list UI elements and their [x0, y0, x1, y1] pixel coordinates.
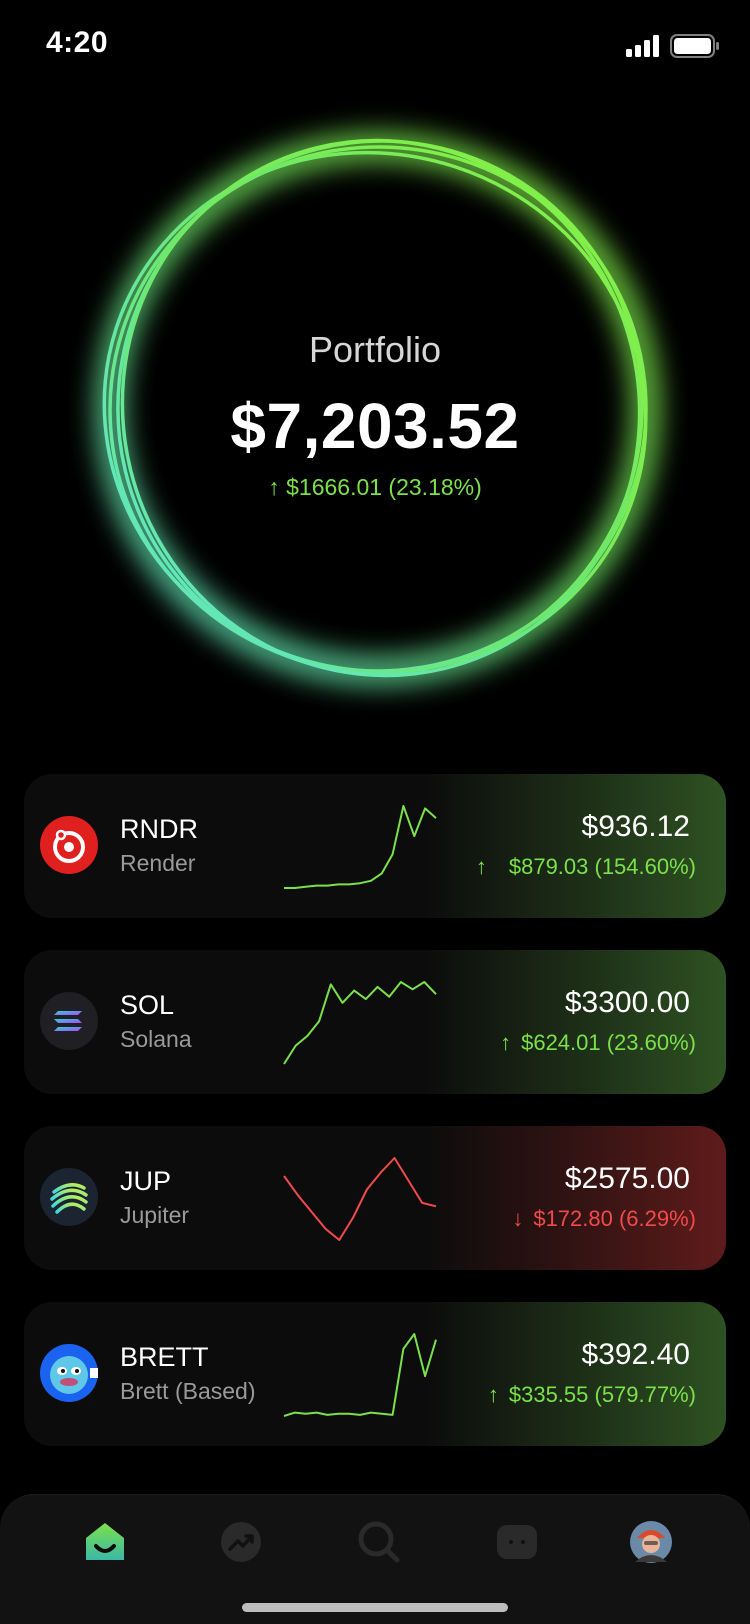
asset-change-value: $624.01 (23.60%) [521, 1030, 696, 1055]
sparkline-path [283, 981, 437, 1065]
status-bar: 4:20 [0, 0, 750, 92]
asset-change: ↑ $335.55 (579.77%) [488, 1382, 696, 1408]
asset-symbol: JUP [120, 1166, 172, 1196]
brett-logo-icon [40, 1344, 98, 1402]
asset-sparkline [283, 1333, 437, 1417]
asset-change: ↑ $624.01 (23.60%) [500, 1030, 696, 1056]
arrow-down-icon: ↓ [512, 1206, 524, 1231]
asset-price: $3300.00 [564, 986, 690, 1019]
tab-bar [0, 1494, 750, 1624]
asset-name: Brett (Based) [120, 1378, 256, 1404]
portfolio-change: ↑ $1666.01 (23.18%) [35, 474, 715, 501]
search-icon [358, 1521, 400, 1563]
asset-symbol: RNDR [120, 814, 198, 844]
home-indicator [242, 1603, 508, 1612]
asset-name: Render [120, 850, 196, 876]
tab-messages[interactable] [490, 1515, 544, 1569]
asset-symbol: SOL [120, 990, 175, 1020]
asset-card-rndr[interactable]: RNDR Render $936.12 ↑ $879.03 (154.60%) [24, 774, 726, 918]
tab-profile[interactable] [624, 1515, 678, 1569]
avatar-icon [630, 1521, 672, 1563]
asset-sparkline [283, 1157, 437, 1241]
battery-icon [670, 34, 719, 58]
asset-sparkline [283, 981, 437, 1065]
sparkline-path [284, 805, 437, 889]
trending-icon [221, 1522, 261, 1562]
arrow-up-icon: ↑ [500, 1030, 512, 1055]
arrow-up-icon: ↑ [487, 1382, 499, 1407]
asset-sparkline [284, 805, 437, 889]
arrow-up-icon: ↑ [475, 854, 487, 879]
asset-change-value: $172.80 (6.29%) [533, 1206, 696, 1231]
tab-search[interactable] [352, 1515, 406, 1569]
sparkline-path [283, 1333, 437, 1417]
asset-price: $936.12 [581, 810, 690, 843]
tab-trending[interactable] [214, 1515, 268, 1569]
chat-icon [497, 1525, 537, 1559]
portfolio-ring [97, 134, 659, 684]
asset-name: Jupiter [120, 1202, 190, 1228]
asset-price: $392.40 [581, 1338, 690, 1371]
tab-home[interactable] [78, 1515, 132, 1569]
solana-logo-icon [40, 992, 98, 1050]
asset-card-brett[interactable]: BRETT Brett (Based) $392.40 ↑ $335.55 (57… [24, 1302, 726, 1446]
asset-card-jup[interactable]: JUP Jupiter $2575.00 ↓ $172.80 (6.29%) [24, 1126, 726, 1270]
asset-card-sol[interactable]: SOL Solana $3300.00 ↑ $624.01 (23.60%) [24, 950, 726, 1094]
jupiter-logo-icon [40, 1168, 98, 1226]
status-time: 4:20 [46, 26, 109, 59]
portfolio-change-value: $1666.01 (23.18%) [286, 474, 482, 500]
asset-change: ↓ $172.80 (6.29%) [512, 1206, 696, 1232]
render-logo-icon [40, 816, 98, 874]
asset-price: $2575.00 [564, 1162, 690, 1195]
portfolio-label: Portfolio [308, 329, 442, 370]
asset-change-value: $335.55 (579.77%) [508, 1382, 696, 1407]
asset-change: ↑ $879.03 (154.60%) [476, 854, 696, 880]
sparkline-path [283, 1157, 437, 1241]
arrow-up-icon: ↑ [268, 474, 287, 500]
home-icon [86, 1523, 124, 1560]
portfolio-hero: Portfolio $7,203.52 ↑ $1666.01 (23.18%) [35, 104, 715, 744]
asset-name: Solana [120, 1026, 192, 1052]
status-icons [626, 34, 720, 58]
asset-symbol: BRETT [120, 1342, 209, 1372]
signal-icon [626, 35, 659, 57]
portfolio-value: $7,203.52 [230, 390, 520, 462]
asset-change-value: $879.03 (154.60%) [508, 854, 696, 879]
